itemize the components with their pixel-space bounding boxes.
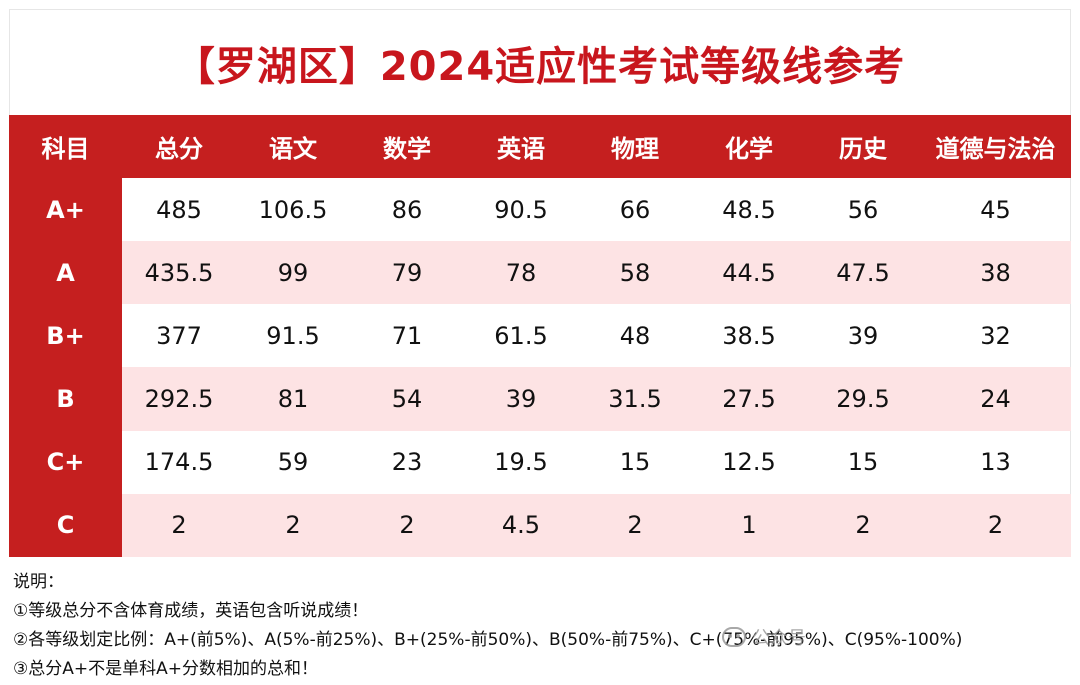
table-row: B 292.5 81 54 39 31.5 27.5 29.5 24	[9, 367, 1071, 431]
table-cell: 32	[980, 321, 1011, 350]
table-cell: 99	[236, 241, 350, 305]
table-row: C 2 2 2 4.5 2 1 2 2	[9, 493, 1071, 557]
grade-label: B+	[9, 304, 122, 368]
table-cell: 13	[980, 448, 1011, 477]
table-cell: 71	[391, 321, 423, 350]
watermark-text: 公众号	[752, 628, 806, 649]
table-cell: 79	[350, 241, 464, 305]
table-cell: 59	[277, 448, 309, 477]
table-cell: 39	[464, 367, 578, 431]
table-cell: 4.5	[464, 493, 578, 557]
table-cell: 54	[350, 367, 464, 431]
table-cell: 292.5	[122, 367, 236, 431]
table-cell: 81	[236, 367, 350, 431]
table-cell: 2	[122, 493, 236, 557]
table-cell: 2	[578, 493, 692, 557]
table-cell: 86	[391, 195, 423, 224]
grade-label: B	[9, 367, 122, 431]
table-cell: 91.5	[266, 321, 320, 350]
table-row: A 435.5 99 79 78 58 44.5 47.5 38	[9, 241, 1071, 305]
grade-label: A+	[9, 178, 122, 242]
table-cell: 27.5	[692, 367, 806, 431]
table-cell: 38	[920, 241, 1071, 305]
table-cell: 58	[578, 241, 692, 305]
table-cell: 47.5	[806, 241, 920, 305]
table-cell: 24	[920, 367, 1071, 431]
page-title: 【罗湖区】2024适应性考试等级线参考	[174, 44, 906, 90]
table-cell: 45	[980, 195, 1011, 224]
grade-label: A	[9, 241, 122, 305]
table-cell: 174.5	[144, 448, 214, 477]
grade-label: C	[9, 493, 122, 557]
header-physics: 物理	[611, 135, 659, 163]
table-cell: 19.5	[494, 448, 548, 477]
header-total: 总分	[155, 135, 203, 163]
table-cell: 1	[692, 493, 806, 557]
table-cell: 78	[464, 241, 578, 305]
table-cell: 29.5	[806, 367, 920, 431]
note-line-1: ①等级总分不含体育成绩，英语包含听说成绩！	[13, 601, 369, 621]
header-history: 历史	[839, 135, 887, 163]
table-cell: 2	[806, 493, 920, 557]
table-cell: 38.5	[722, 321, 776, 350]
note-line-3: ③总分A+不是单科A+分数相加的总和！	[13, 659, 318, 679]
header-morality-law: 道德与法治	[935, 135, 1056, 163]
table-cell: 23	[391, 448, 423, 477]
header-english: 英语	[497, 135, 545, 163]
table-cell: 106.5	[258, 195, 328, 224]
grade-table: 科目 总分 语文 数学 英语 物理 化学 历史 道德与法治 A+ 485 106…	[9, 115, 1071, 557]
notes-heading: 说明：	[13, 572, 64, 592]
header-chinese: 语文	[269, 135, 317, 163]
table-row: A+ 485 106.5 86 90.5 66 48.5 56 45	[9, 178, 1071, 242]
table-row: B+ 377 91.5 71 61.5 48 38.5 39 32	[9, 304, 1071, 368]
header-chemistry: 化学	[725, 135, 773, 163]
table-cell: 2	[920, 493, 1071, 557]
notes-section: 说明： ①等级总分不含体育成绩，英语包含听说成绩！ ②各等级划定比例：A+(前5…	[13, 568, 1063, 684]
table-cell: 61.5	[494, 321, 548, 350]
table-cell: 90.5	[494, 195, 548, 224]
table-cell: 44.5	[692, 241, 806, 305]
header-math: 数学	[383, 135, 431, 163]
grade-label: C+	[9, 430, 122, 494]
table-cell: 66	[619, 195, 651, 224]
header-subject: 科目	[41, 135, 90, 163]
table-cell: 377	[156, 321, 202, 350]
table-cell: 48.5	[722, 195, 776, 224]
table-cell: 31.5	[578, 367, 692, 431]
header-row: 科目 总分 语文 数学 英语 物理 化学 历史 道德与法治	[9, 115, 1071, 178]
table-cell: 485	[156, 195, 202, 224]
table-cell: 48	[619, 321, 651, 350]
table-cell: 56	[847, 195, 879, 224]
table-cell: 12.5	[722, 448, 776, 477]
note-line-2: ②各等级划定比例：A+(前5%)、A(5%-前25%)、B+(25%-前50%)…	[13, 630, 963, 650]
wechat-icon	[722, 627, 746, 647]
table-cell: 2	[350, 493, 464, 557]
table-cell: 15	[619, 448, 651, 477]
watermark: 公众号	[722, 624, 806, 650]
table-cell: 39	[847, 321, 879, 350]
table-row: C+ 174.5 59 23 19.5 15 12.5 15 13	[9, 430, 1071, 494]
table-cell: 435.5	[122, 241, 236, 305]
table-cell: 2	[236, 493, 350, 557]
table-cell: 15	[847, 448, 879, 477]
